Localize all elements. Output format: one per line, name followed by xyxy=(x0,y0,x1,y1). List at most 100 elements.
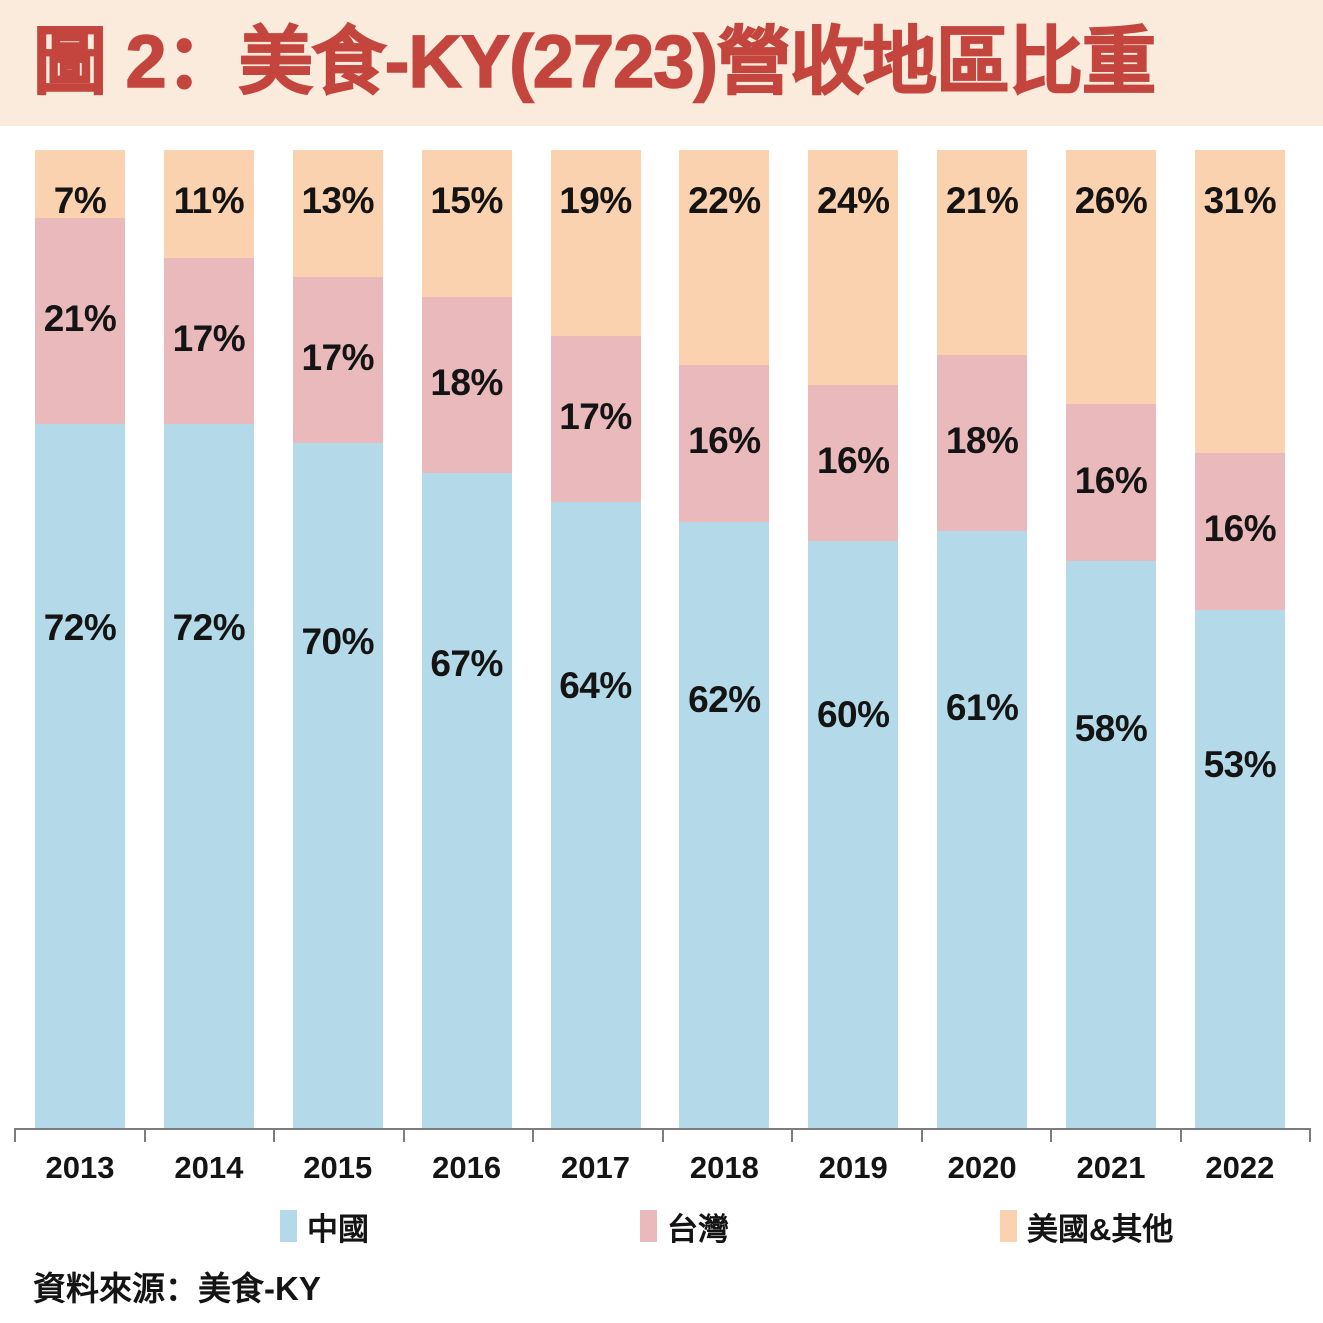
bar-segment-中國-2015: 70% xyxy=(292,443,383,1128)
x-axis-tick xyxy=(661,1128,664,1142)
bar-value-label: 15% xyxy=(430,180,503,222)
legend-swatch-icon xyxy=(280,1210,297,1242)
bar-column-2015: 13% 17% 70% xyxy=(292,150,383,1128)
bar-value-label: 64% xyxy=(559,664,632,706)
legend-swatch-icon xyxy=(1000,1210,1017,1242)
bar-segment-台灣-2013: 21% xyxy=(35,218,125,424)
legend-item-美國&其他[interactable]: 美國&其他 xyxy=(1000,1204,1173,1248)
bar-segment-中國-2014: 72% xyxy=(163,423,254,1128)
x-axis-tick xyxy=(143,1128,146,1142)
x-axis-tick-labels: 2013 2014 2015 2016 2017 2018 2019 2020 2021 2022 xyxy=(35,1150,1285,1192)
bar-value-label: 31% xyxy=(1203,180,1277,222)
legend-label: 台灣 xyxy=(667,1211,729,1247)
bar-segment-美國&其他-2017: 19% xyxy=(550,150,641,336)
bar-segment-中國-2016: 67% xyxy=(421,472,512,1128)
bar-segment-美國&其他-2013: 7% xyxy=(35,150,125,221)
bar-column-2020: 21% 18% 61% xyxy=(937,150,1028,1128)
x-axis-tick xyxy=(1309,1128,1311,1142)
page-title: 圖 2：美食-KY(2723)營收地區比重 xyxy=(32,19,1157,104)
legend-item-中國[interactable]: 中國 xyxy=(280,1204,369,1248)
bar-value-label: 11% xyxy=(173,180,245,222)
bar-value-label: 53% xyxy=(1203,744,1277,786)
bar-column-2019: 24% 16% 60% xyxy=(808,150,899,1128)
bar-column-2017: 19% 17% 64% xyxy=(550,150,641,1128)
x-axis-tick xyxy=(273,1128,275,1142)
x-axis-label-2019: 2019 xyxy=(818,1150,888,1185)
x-axis-label-2021: 2021 xyxy=(1076,1150,1146,1185)
bar-value-label: 60% xyxy=(816,693,890,735)
bar-segment-台灣-2020: 18% xyxy=(937,355,1028,532)
bar-segment-台灣-2022: 16% xyxy=(1194,453,1285,610)
x-axis-tick xyxy=(532,1128,534,1142)
x-axis-label-2022: 2022 xyxy=(1205,1150,1275,1185)
bar-segment-美國&其他-2021: 26% xyxy=(1066,150,1156,405)
x-axis-label-2018: 2018 xyxy=(689,1150,759,1185)
bar-value-label: 18% xyxy=(430,361,503,403)
x-axis-tick xyxy=(14,1128,16,1142)
bar-value-label: 26% xyxy=(1074,180,1148,222)
bar-value-label: 72% xyxy=(43,606,117,648)
bar-value-label: 16% xyxy=(1203,508,1277,550)
bar-segment-美國&其他-2022: 31% xyxy=(1194,150,1285,454)
bar-value-label: 67% xyxy=(430,643,503,685)
legend-label: 中國 xyxy=(307,1211,369,1247)
bar-segment-台灣-2019: 16% xyxy=(808,384,899,542)
source-note: 資料來源：美食-KY xyxy=(33,1270,321,1307)
bar-value-label: 62% xyxy=(688,679,761,721)
bar-segment-美國&其他-2018: 22% xyxy=(679,150,770,366)
x-axis-label-2013: 2013 xyxy=(45,1150,115,1185)
bar-segment-中國-2013: 72% xyxy=(35,423,125,1128)
bar-segment-中國-2019: 60% xyxy=(808,541,899,1128)
bar-value-label: 21% xyxy=(945,180,1019,222)
x-axis-tick xyxy=(791,1128,793,1142)
bar-column-2013: 7% 21% 72% xyxy=(35,150,125,1128)
chart-legend: 中國 台灣 美國&其他 xyxy=(0,1204,1323,1248)
bar-value-label: 13% xyxy=(301,180,375,222)
chart-plot-area: 7% 21% 72% 11% 17% 72% 13% 17% 70% 15% 18% 67% 19% 17… xyxy=(35,150,1285,1128)
bar-segment-中國-2020: 61% xyxy=(937,531,1028,1128)
x-axis-label-2020: 2020 xyxy=(947,1150,1017,1185)
bar-segment-中國-2018: 62% xyxy=(679,521,770,1128)
bar-column-2018: 22% 16% 62% xyxy=(679,150,770,1128)
bar-value-label: 16% xyxy=(1074,459,1148,501)
bar-value-label: 58% xyxy=(1074,708,1148,750)
bar-column-2016: 15% 18% 67% xyxy=(421,150,512,1128)
bar-segment-美國&其他-2020: 21% xyxy=(937,150,1028,356)
x-axis-tick xyxy=(402,1128,405,1142)
bar-value-label: 17% xyxy=(559,395,632,437)
bar-segment-美國&其他-2015: 13% xyxy=(292,150,383,278)
bar-value-label: 16% xyxy=(688,420,761,462)
bar-value-label: 17% xyxy=(301,337,375,379)
bar-value-label: 16% xyxy=(816,439,890,481)
legend-item-台灣[interactable]: 台灣 xyxy=(640,1204,729,1248)
x-axis-label-2017: 2017 xyxy=(561,1150,630,1185)
x-axis-label-2015: 2015 xyxy=(303,1150,373,1185)
bar-segment-中國-2022: 53% xyxy=(1194,609,1285,1128)
bar-value-label: 72% xyxy=(172,606,246,648)
x-axis-tick xyxy=(1050,1128,1052,1142)
stacked-bar-group: 7% 21% 72% 11% 17% 72% 13% 17% 70% 15% 18% 67% 19% 17… xyxy=(35,150,1285,1128)
bar-segment-美國&其他-2016: 15% xyxy=(421,150,512,297)
bar-segment-中國-2021: 58% xyxy=(1066,560,1156,1128)
bar-segment-台灣-2021: 16% xyxy=(1066,404,1156,561)
bar-column-2021: 26% 16% 58% xyxy=(1066,150,1156,1128)
bar-segment-台灣-2015: 17% xyxy=(292,277,383,444)
legend-swatch-icon xyxy=(640,1210,657,1242)
bar-value-label: 18% xyxy=(945,420,1019,462)
bar-value-label: 70% xyxy=(301,621,375,663)
bar-value-label: 7% xyxy=(53,180,107,222)
x-axis-label-2016: 2016 xyxy=(432,1150,502,1185)
x-axis-ticks xyxy=(14,1128,1311,1142)
bar-value-label: 24% xyxy=(816,180,890,222)
bar-segment-台灣-2014: 17% xyxy=(163,257,254,424)
bar-value-label: 19% xyxy=(559,180,632,222)
bar-column-2014: 11% 17% 72% xyxy=(163,150,254,1128)
x-axis-label-2014: 2014 xyxy=(174,1150,244,1185)
legend-label: 美國&其他 xyxy=(1027,1211,1174,1247)
bar-segment-中國-2017: 64% xyxy=(550,502,641,1128)
bar-value-label: 21% xyxy=(43,298,117,340)
x-axis-tick xyxy=(920,1128,923,1142)
bar-column-2022: 31% 16% 53% xyxy=(1194,150,1285,1128)
bar-segment-台灣-2018: 16% xyxy=(679,365,770,522)
